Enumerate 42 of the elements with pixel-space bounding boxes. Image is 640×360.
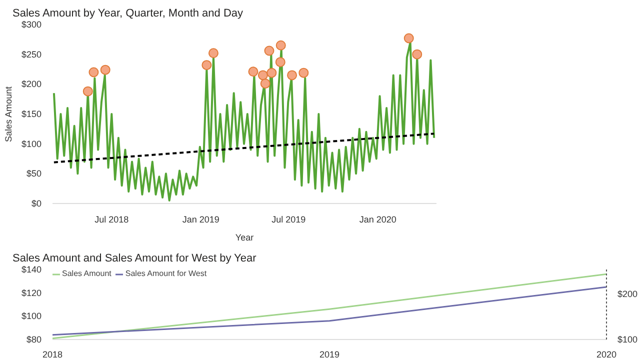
x-axis-title: Year (235, 232, 254, 242)
chart-title: Sales Amount by Year, Quarter, Month and Day (12, 8, 244, 20)
point (258, 70, 268, 80)
point (264, 46, 274, 56)
y-tick-label: $200 (21, 79, 42, 90)
x-tick-label: Jul 2018 (94, 214, 129, 224)
point (82, 86, 93, 96)
y2-tick-label: $100 (618, 334, 638, 344)
point (266, 68, 277, 78)
y-tick-label: $250 (21, 49, 42, 60)
point (88, 67, 99, 78)
point (208, 48, 218, 58)
y-tick-label: $80 (26, 334, 42, 344)
point (100, 64, 110, 75)
point (287, 70, 298, 80)
chart-title: Sales Amount and Sales Amount for West by Year (12, 252, 257, 264)
point (275, 57, 286, 68)
x-tick-label: Jan 2020 (359, 214, 396, 224)
y2-tick-label: $200 (618, 289, 638, 300)
y-tick-label: $0 (31, 198, 42, 208)
y-tick-label: $50 (26, 168, 42, 179)
point (260, 78, 270, 89)
x-tick-label: Jul 2019 (272, 214, 306, 224)
x-tick-label: Jan 2019 (182, 214, 220, 224)
y-tick-label: $150 (21, 109, 42, 119)
legend-label: Sales Amount for West (125, 269, 207, 278)
point (202, 60, 212, 70)
legend-label: Sales Amount (62, 269, 112, 278)
y-tick-label: $300 (21, 20, 42, 30)
y-tick-label: $100 (21, 138, 42, 149)
x-tick-label: 2018 (42, 350, 63, 360)
x-tick-label: 2020 (596, 350, 617, 360)
y-tick-label: $140 (21, 264, 42, 274)
point (412, 49, 422, 60)
y-tick-label: $100 (21, 311, 42, 322)
point (276, 40, 286, 50)
y-tick-label: $120 (21, 288, 42, 298)
point (248, 66, 258, 77)
point (404, 33, 414, 44)
x-tick-label: 2019 (319, 350, 340, 360)
point (298, 68, 309, 78)
y-axis-title: Sales Amount (3, 86, 14, 142)
